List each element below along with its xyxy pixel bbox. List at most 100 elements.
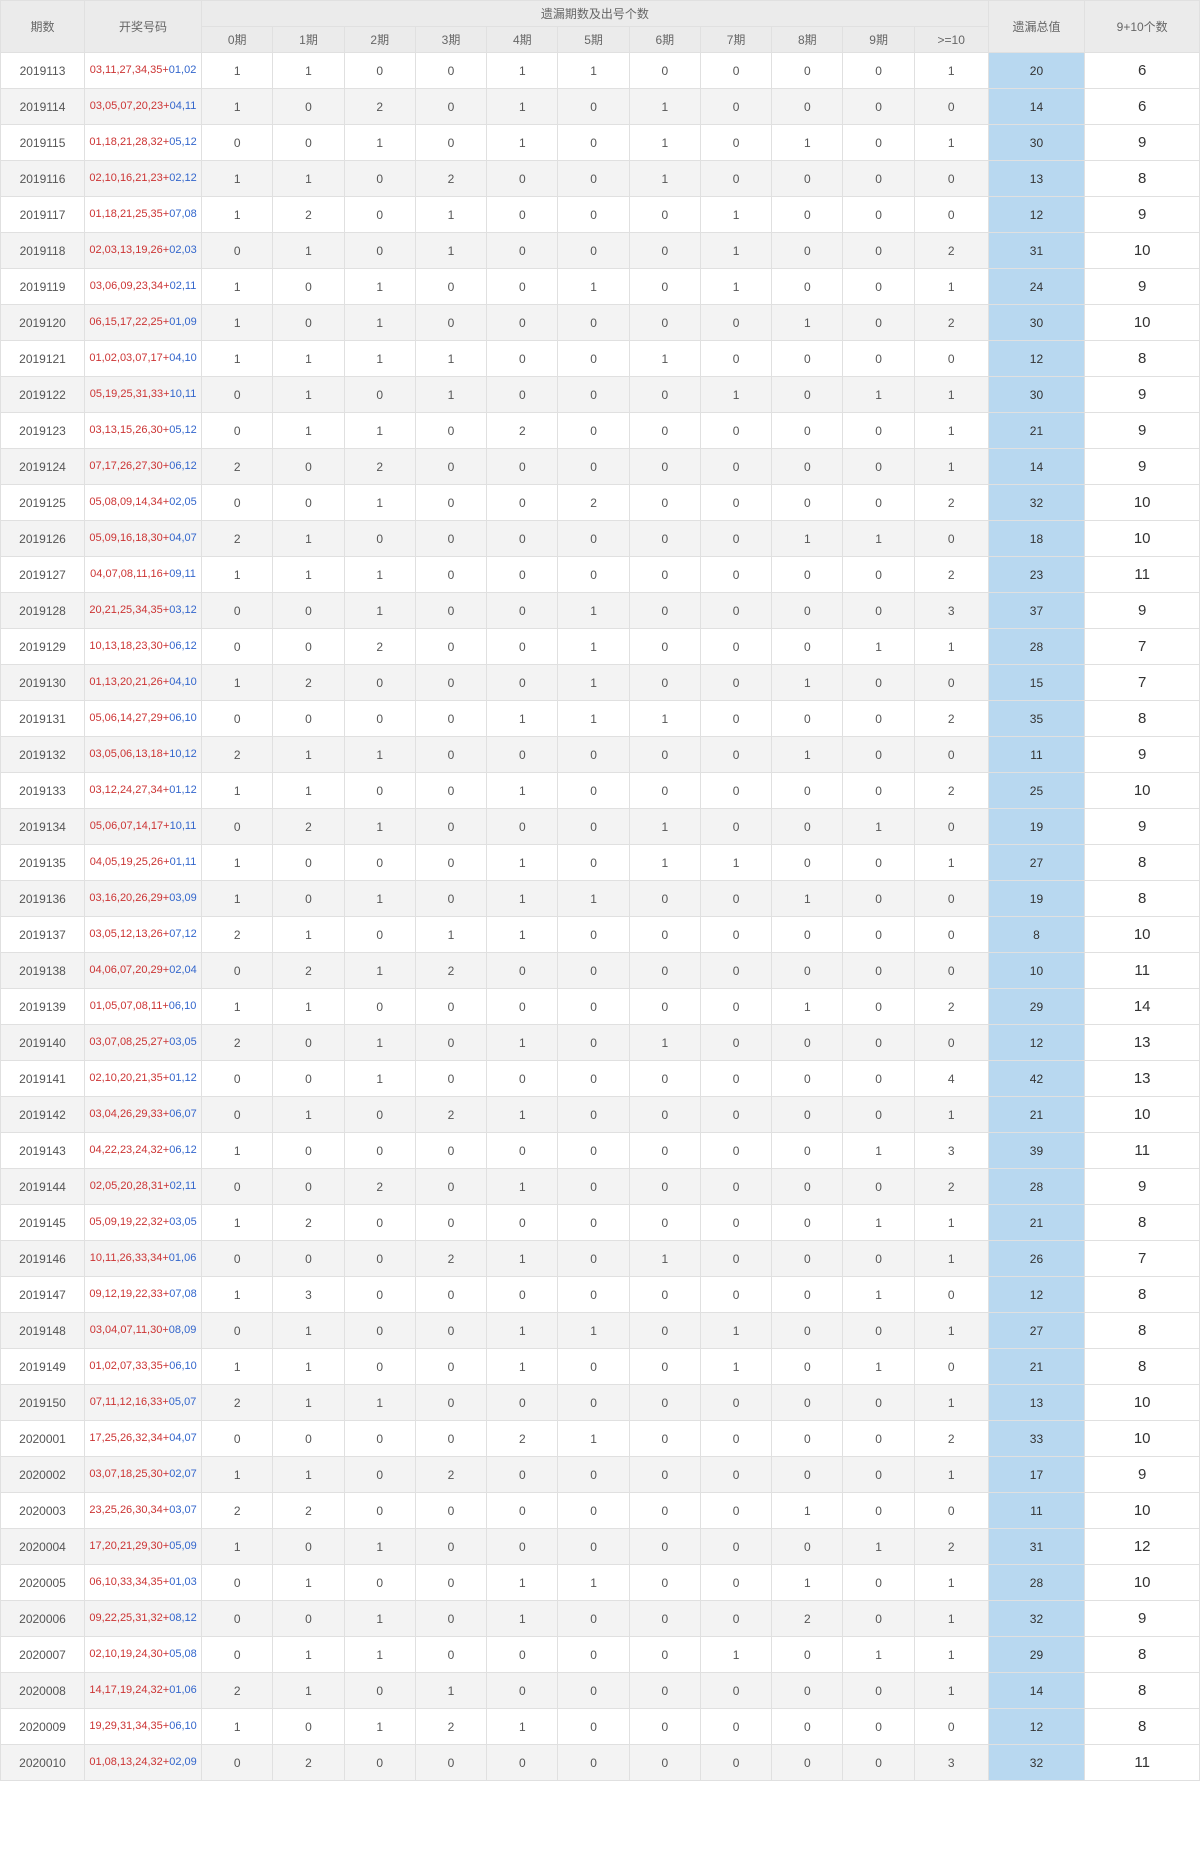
- cell-miss: 0: [772, 1133, 843, 1169]
- cell-miss: 0: [629, 413, 700, 449]
- cell-count: 8: [1085, 701, 1200, 737]
- cell-miss: 0: [772, 701, 843, 737]
- cell-total: 10: [988, 953, 1085, 989]
- cell-miss: 0: [629, 557, 700, 593]
- cell-miss: 0: [487, 593, 558, 629]
- cell-miss: 0: [843, 1709, 914, 1745]
- cell-miss: 0: [558, 413, 629, 449]
- cell-count: 12: [1085, 1529, 1200, 1565]
- cell-miss: 2: [914, 701, 988, 737]
- cell-miss: 0: [700, 125, 771, 161]
- cell-numbers: 01,02,03,07,17+04,10: [85, 341, 202, 377]
- table-row: 201913203,05,06,13,18+10,122110000010011…: [1, 737, 1200, 773]
- red-numbers: 03,04,26,29,33: [89, 1108, 162, 1120]
- cell-miss: 0: [202, 1601, 273, 1637]
- cell-period: 2019147: [1, 1277, 85, 1313]
- cell-numbers: 05,19,25,31,33+10,11: [85, 377, 202, 413]
- blue-numbers: 08,09: [169, 1324, 197, 1336]
- cell-miss: 1: [914, 413, 988, 449]
- cell-count: 11: [1085, 1745, 1200, 1781]
- cell-miss: 1: [843, 1133, 914, 1169]
- cell-miss: 2: [914, 1169, 988, 1205]
- cell-miss: 1: [487, 1565, 558, 1601]
- cell-miss: 0: [344, 233, 415, 269]
- red-numbers: 19,29,31,34,35: [89, 1720, 162, 1732]
- cell-count: 9: [1085, 125, 1200, 161]
- cell-count: 9: [1085, 449, 1200, 485]
- cell-miss: 0: [700, 917, 771, 953]
- cell-total: 20: [988, 53, 1085, 89]
- cell-miss: 1: [772, 1493, 843, 1529]
- red-numbers: 02,05,20,28,31: [90, 1180, 163, 1192]
- cell-total: 14: [988, 1673, 1085, 1709]
- cell-miss: 0: [273, 125, 344, 161]
- cell-count: 11: [1085, 557, 1200, 593]
- cell-miss: 0: [629, 1133, 700, 1169]
- cell-miss: 1: [202, 665, 273, 701]
- cell-miss: 0: [843, 917, 914, 953]
- cell-total: 12: [988, 341, 1085, 377]
- cell-miss: 0: [629, 1385, 700, 1421]
- cell-miss: 0: [273, 593, 344, 629]
- cell-miss: 0: [629, 269, 700, 305]
- cell-miss: 0: [914, 809, 988, 845]
- cell-miss: 1: [558, 701, 629, 737]
- cell-miss: 0: [344, 1205, 415, 1241]
- cell-miss: 0: [558, 1601, 629, 1637]
- cell-miss: 0: [700, 1601, 771, 1637]
- cell-miss: 0: [558, 1385, 629, 1421]
- cell-numbers: 03,07,08,25,27+03,05: [85, 1025, 202, 1061]
- cell-miss: 0: [629, 1601, 700, 1637]
- blue-numbers: 06,12: [169, 1144, 197, 1156]
- header-miss-col: 5期: [558, 27, 629, 53]
- cell-miss: 0: [487, 629, 558, 665]
- cell-miss: 0: [202, 701, 273, 737]
- cell-period: 2019150: [1, 1385, 85, 1421]
- cell-miss: 0: [415, 809, 486, 845]
- cell-miss: 1: [558, 1313, 629, 1349]
- cell-total: 35: [988, 701, 1085, 737]
- cell-miss: 1: [202, 89, 273, 125]
- cell-miss: 1: [344, 881, 415, 917]
- cell-miss: 1: [273, 413, 344, 449]
- cell-miss: 0: [772, 1025, 843, 1061]
- table-row: 201912505,08,09,14,34+02,050010020000232…: [1, 485, 1200, 521]
- cell-total: 27: [988, 845, 1085, 881]
- cell-miss: 0: [914, 953, 988, 989]
- cell-miss: 1: [487, 1313, 558, 1349]
- cell-period: 2019128: [1, 593, 85, 629]
- cell-total: 11: [988, 1493, 1085, 1529]
- cell-period: 2019135: [1, 845, 85, 881]
- cell-miss: 0: [843, 845, 914, 881]
- table-row: 201913703,05,12,13,26+07,122101100000081…: [1, 917, 1200, 953]
- table-header: 期数 开奖号码 遗漏期数及出号个数 遗漏总值 9+10个数 0期1期2期3期4期…: [1, 1, 1200, 53]
- cell-miss: 0: [558, 305, 629, 341]
- cell-miss: 2: [202, 449, 273, 485]
- cell-period: 2019148: [1, 1313, 85, 1349]
- cell-total: 30: [988, 125, 1085, 161]
- red-numbers: 04,22,23,24,32: [89, 1144, 162, 1156]
- cell-miss: 0: [772, 1205, 843, 1241]
- header-miss-col: 0期: [202, 27, 273, 53]
- cell-numbers: 03,11,27,34,35+01,02: [85, 53, 202, 89]
- cell-period: 2020001: [1, 1421, 85, 1457]
- cell-miss: 1: [415, 917, 486, 953]
- cell-numbers: 03,04,07,11,30+08,09: [85, 1313, 202, 1349]
- cell-period: 2019113: [1, 53, 85, 89]
- cell-miss: 1: [487, 881, 558, 917]
- cell-miss: 0: [487, 341, 558, 377]
- cell-miss: 0: [487, 305, 558, 341]
- cell-miss: 0: [700, 1745, 771, 1781]
- cell-miss: 0: [415, 485, 486, 521]
- cell-miss: 1: [772, 989, 843, 1025]
- cell-miss: 0: [772, 629, 843, 665]
- cell-count: 9: [1085, 377, 1200, 413]
- cell-miss: 0: [558, 197, 629, 233]
- table-row: 201913901,05,07,08,11+06,101100000010229…: [1, 989, 1200, 1025]
- cell-miss: 0: [843, 53, 914, 89]
- cell-miss: 0: [273, 701, 344, 737]
- cell-miss: 0: [772, 89, 843, 125]
- cell-total: 28: [988, 1565, 1085, 1601]
- cell-miss: 0: [843, 1241, 914, 1277]
- cell-miss: 0: [344, 377, 415, 413]
